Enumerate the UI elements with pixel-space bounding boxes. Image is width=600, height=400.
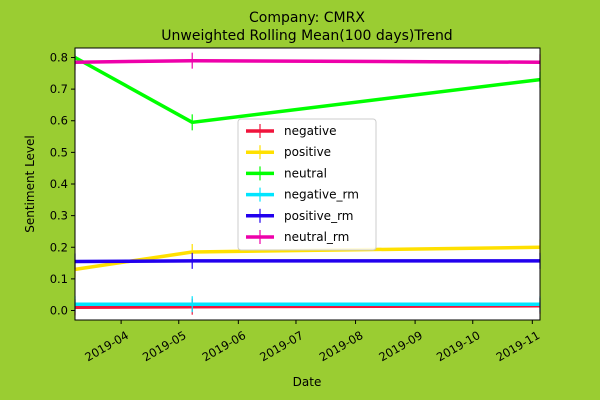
y-tick-label: 0.6: [50, 114, 68, 128]
x-axis-ticks: 2019-04 2019-05 2019-06 2019-07 2019-08 2019-…: [82, 320, 542, 364]
x-axis-label: Date: [293, 375, 322, 389]
y-tick-label: 0.7: [50, 82, 68, 96]
series-line-negative: [74, 304, 541, 310]
y-axis-label: Sentiment Level: [23, 135, 37, 233]
x-tick-label: 2019-07: [257, 328, 306, 364]
x-tick-label: 2019-11: [494, 328, 543, 364]
x-tick-label: 2019-04: [82, 328, 131, 364]
x-tick-label: 2019-08: [317, 328, 366, 364]
series-line-neutral-rm: [74, 58, 541, 64]
y-tick-label: 0.1: [50, 272, 68, 286]
x-tick-label: 2019-10: [434, 328, 483, 364]
series-line-positive-rm: [74, 259, 540, 264]
x-tick-label: 2019-09: [376, 328, 425, 364]
x-tick-label: 2019-05: [140, 328, 189, 364]
legend-label: positive: [284, 145, 331, 159]
legend-label: neutral_rm: [284, 230, 349, 244]
legend-label: neutral: [284, 166, 327, 180]
x-tick-label: 2019-06: [200, 328, 249, 364]
legend: negative positive neutral negative_rmpositi…: [237, 118, 377, 251]
y-tick-label: 0.5: [50, 145, 68, 159]
y-tick-label: 0.3: [50, 209, 68, 223]
y-axis-ticks: 0.0 0.1 0.2 0.3 0.4 0.5 0.6 0.7 0.8: [50, 50, 75, 318]
legend-label: negative: [284, 124, 336, 138]
chart-title-line1: Company: CMRX: [249, 10, 365, 26]
chart-title-line2: Unweighted Rolling Mean(100 days)Trend: [161, 28, 452, 44]
legend-label: positive_rm: [284, 209, 353, 223]
legend-label: negative_rm: [284, 188, 359, 202]
y-tick-label: 0.4: [50, 177, 68, 191]
y-tick-label: 0.8: [50, 50, 68, 64]
y-tick-label: 0.0: [50, 304, 68, 318]
y-tick-label: 0.2: [50, 240, 68, 254]
